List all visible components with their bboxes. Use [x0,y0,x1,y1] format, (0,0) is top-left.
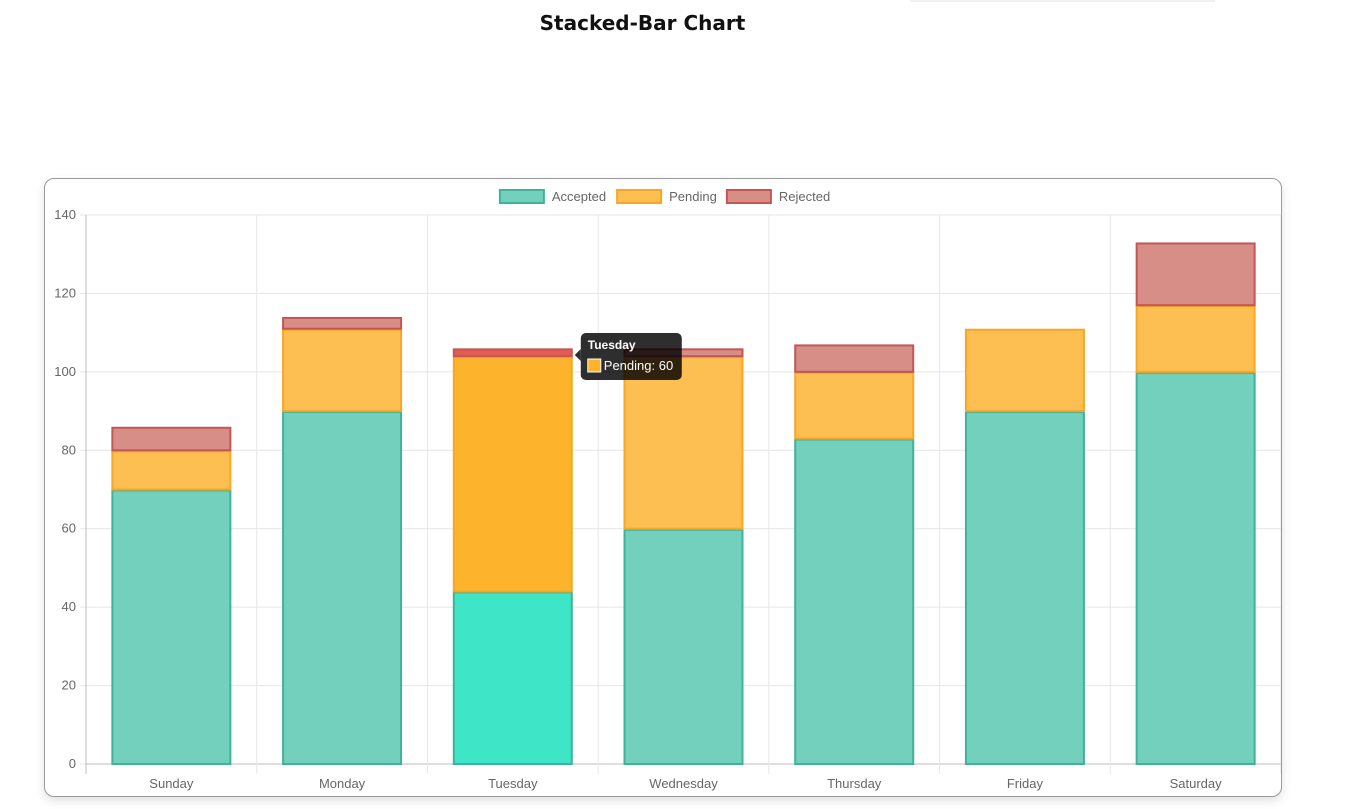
x-tick-label: Sunday [149,776,194,791]
bar-pending-tuesday[interactable] [452,356,573,593]
bar-accepted-wednesday[interactable] [623,528,744,766]
legend-swatch-pending[interactable] [616,189,663,204]
tooltip-box [580,333,682,380]
y-tick-label: 40 [62,599,76,614]
x-tick-label: Monday [319,776,366,791]
bar-pending-saturday[interactable] [1135,305,1256,373]
bar-accepted-monday[interactable] [282,411,403,765]
y-tick-label: 120 [54,285,76,300]
x-tick-label: Thursday [827,776,882,791]
legend-label-rejected[interactable]: Rejected [779,189,830,204]
bar-rejected-thursday[interactable] [794,344,915,373]
stacked-bar-chart[interactable]: 0 20 40 60 80 100 120 140 Sunday Monday Tuesday Wed… [45,179,1281,796]
y-tick-label: 80 [62,442,76,457]
tooltip-caret [574,349,581,361]
tooltip-swatch [587,358,602,373]
bar-accepted-saturday[interactable] [1135,371,1256,765]
page-title: Stacked-Bar Chart [539,11,746,35]
bar-rejected-tuesday[interactable] [452,348,573,358]
bar-accepted-tuesday[interactable] [452,591,573,766]
bar-pending-sunday[interactable] [111,450,232,491]
y-tick-label: 60 [62,521,76,536]
legend-swatch-rejected[interactable] [725,189,772,204]
top-divider [910,0,1215,2]
bar-accepted-friday[interactable] [964,411,1085,765]
x-tick-label: Friday [1007,776,1044,791]
tooltip-value: Pending: 60 [604,358,673,373]
legend-label-accepted[interactable]: Accepted [552,189,606,204]
x-tick-label: Tuesday [488,776,538,791]
bar-rejected-sunday[interactable] [111,426,232,452]
bar-rejected-saturday[interactable] [1135,242,1256,307]
bar-pending-friday[interactable] [964,328,1085,413]
y-tick-label: 0 [69,756,76,771]
chart-card: 0 20 40 60 80 100 120 140 Sunday Monday Tuesday Wed… [44,178,1282,797]
y-tick-label: 140 [54,207,76,222]
legend-label-pending[interactable]: Pending [669,189,717,204]
bar-rejected-monday[interactable] [282,316,403,330]
bar-accepted-thursday[interactable] [794,438,915,765]
y-tick-label: 20 [62,678,76,693]
bar-pending-monday[interactable] [282,328,403,413]
bar-pending-wednesday[interactable] [623,356,744,530]
legend-swatch-accepted[interactable] [498,189,545,204]
tooltip-title: Tuesday [588,338,636,352]
bar-pending-thursday[interactable] [794,371,915,440]
bar-accepted-sunday[interactable] [111,489,232,765]
x-tick-label: Wednesday [649,776,718,791]
y-tick-label: 100 [54,364,76,379]
x-tick-label: Saturday [1170,776,1223,791]
